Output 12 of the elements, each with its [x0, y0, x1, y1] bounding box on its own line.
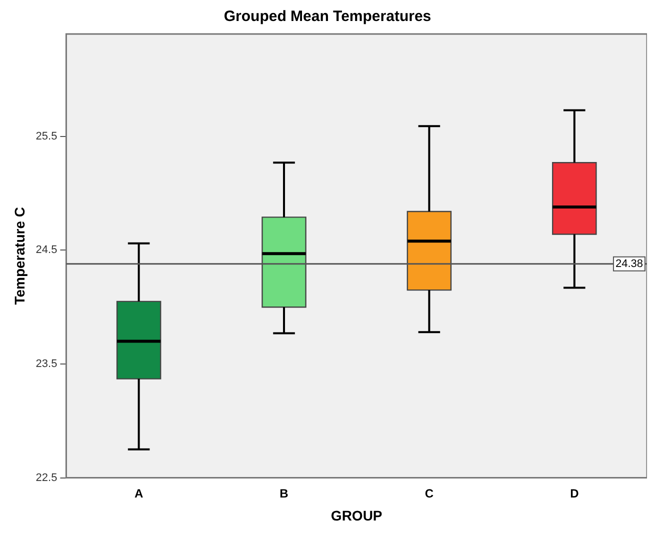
x-axis-title: GROUP: [330, 507, 382, 524]
y-tick-label: 22.5: [36, 472, 58, 484]
y-tick-label: 24.5: [36, 244, 58, 256]
x-tick-label: C: [424, 486, 434, 500]
y-tick-label: 23.5: [36, 358, 58, 370]
x-tick-label: A: [134, 486, 144, 500]
x-tick-label: B: [280, 486, 289, 500]
y-axis-title: Temperature C: [11, 207, 28, 305]
y-tick-label: 25.5: [36, 130, 58, 142]
chart-title: Grouped Mean Temperatures: [224, 8, 432, 26]
ref-line-label: 24.38: [615, 258, 644, 270]
x-tick-label: D: [570, 486, 580, 500]
